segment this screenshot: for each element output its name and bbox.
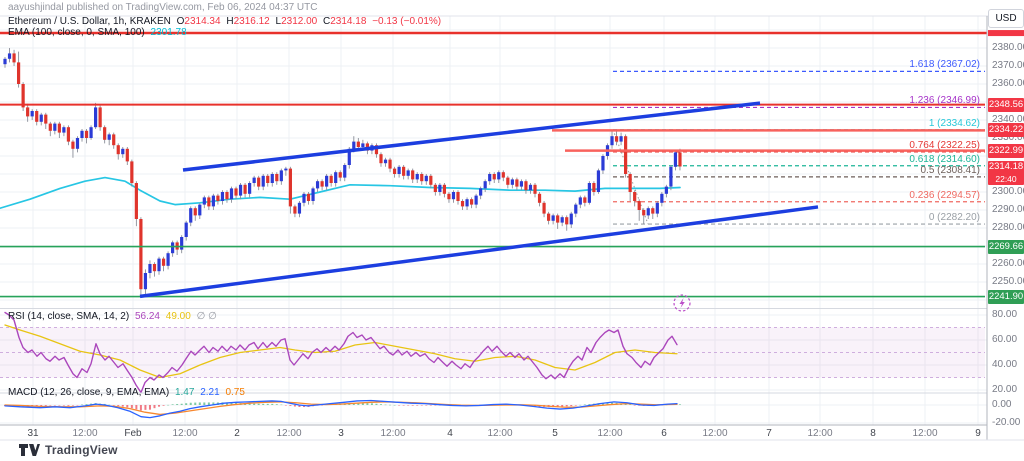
currency-toggle-button[interactable]: USD (988, 9, 1024, 28)
time-tick-label[interactable]: 12:00 (597, 428, 623, 439)
tag-countdown: 22:40 (995, 174, 1017, 185)
macd-tick-label: 0.00 (992, 399, 1012, 410)
time-tick-label[interactable]: 12:00 (487, 428, 513, 439)
time-tick-label[interactable]: 9 (975, 428, 981, 439)
tag-price: 2348.56 (988, 98, 1024, 110)
fib-level-label: 1.618 (2367.02) (909, 59, 980, 71)
price-tick-label: 2300.00 (992, 186, 1024, 197)
tag-price: 2314.18 (988, 161, 1024, 173)
tag-price: 2334.22 (988, 124, 1024, 136)
attribution-text: aayushjindal published on TradingView.co… (8, 2, 318, 13)
price-scale-tag: 2334.22 (988, 123, 1024, 138)
fib-level-label: 1.236 (2346.99) (909, 95, 980, 107)
price-tick-label: 2330.00 (992, 132, 1024, 143)
fib-level-label: 0.618 (2314.60) (909, 153, 980, 165)
price-tick-label: 2290.00 (992, 204, 1024, 215)
tradingview-footer[interactable]: TradingView (18, 443, 118, 457)
rsi-tick-label: 20.00 (992, 384, 1018, 395)
rsi-tick-label: 40.00 (992, 359, 1018, 370)
price-tick-label: 2380.00 (992, 42, 1024, 53)
price-scale-tag: 2322.99 (988, 143, 1024, 158)
tag-price: 2269.66 (988, 240, 1024, 252)
price-tick-label: 2250.00 (992, 276, 1024, 287)
rsi-tick-label: 60.00 (992, 334, 1018, 345)
fib-level-label: 0.5 (2308.41) (920, 164, 981, 176)
time-tick-label[interactable]: 31 (27, 428, 39, 439)
price-scale-tag: 2348.56 (988, 97, 1024, 112)
time-tick-label[interactable]: 12:00 (380, 428, 406, 439)
price-tick-label: 2340.00 (992, 114, 1024, 125)
time-tick-label[interactable]: 2 (234, 428, 240, 439)
tag-price: 2322.99 (988, 144, 1024, 156)
price-tick-label: 2260.00 (992, 258, 1024, 269)
time-tick-label[interactable]: 12:00 (172, 428, 198, 439)
price-tick-label: 2360.00 (992, 78, 1024, 89)
time-tick-label[interactable]: 12:00 (807, 428, 833, 439)
price-tick-label: 2370.00 (992, 60, 1024, 71)
price-scale-tag: 2241.90 (988, 289, 1024, 304)
time-tick-label[interactable]: 5 (552, 428, 558, 439)
time-tick-label[interactable]: 8 (870, 428, 876, 439)
rsi-tick-label: 80.00 (992, 309, 1018, 320)
tag-price: 2241.90 (988, 290, 1024, 302)
tradingview-logo-icon (19, 444, 40, 456)
time-tick-label[interactable]: 3 (338, 428, 344, 439)
time-tick-label[interactable]: 12:00 (912, 428, 938, 439)
time-tick-label[interactable]: Feb (124, 428, 142, 439)
time-tick-label[interactable]: 12:00 (702, 428, 728, 439)
price-tick-label: 2280.00 (992, 222, 1024, 233)
time-tick-label[interactable]: 12:00 (276, 428, 302, 439)
fib-level-label: 0 (2282.20) (928, 212, 980, 224)
fib-level-label: 0.764 (2322.25) (909, 139, 980, 151)
time-tick-label[interactable]: 7 (766, 428, 772, 439)
macd-tick-label: -20.00 (992, 417, 1021, 428)
fib-level-label: 0.236 (2294.57) (909, 189, 980, 201)
price-scale-tag: 2269.66 (988, 239, 1024, 254)
time-tick-label[interactable]: 12:00 (72, 428, 98, 439)
time-tick-label[interactable]: 4 (447, 428, 453, 439)
fib-level-label: 1 (2334.62) (928, 117, 980, 129)
price-scale-tag: 2314.18 22:40 (988, 161, 1024, 186)
tradingview-logo-text: TradingView (45, 443, 118, 457)
time-tick-label[interactable]: 6 (661, 428, 667, 439)
